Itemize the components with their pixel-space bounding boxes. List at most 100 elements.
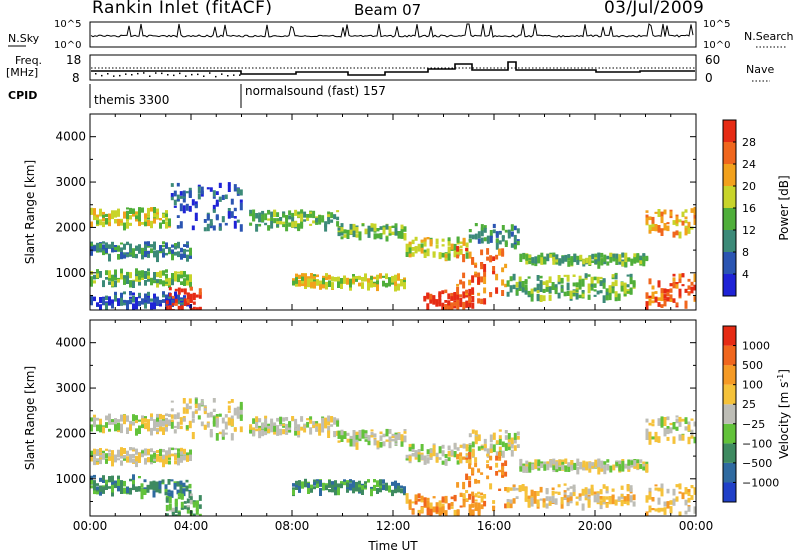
velocity-echo-cell (453, 495, 457, 502)
velocity-echo-cell (504, 471, 508, 477)
power-echo-cell (327, 211, 331, 215)
power-echo-cell (282, 224, 286, 228)
velocity-echo-cell (358, 484, 361, 488)
power-echo-cell (453, 252, 457, 258)
velocity-echo-cell (140, 488, 144, 495)
power-echo-cell (297, 214, 301, 218)
velocity-echo-cell (179, 417, 183, 425)
velocity-echo-cell (648, 437, 652, 445)
power-echo-cell (539, 284, 543, 292)
power-echo-cell (513, 234, 517, 243)
velocity-echo-cell (591, 462, 595, 470)
power-echo-cell (177, 251, 180, 258)
nsky-tick-low-right: 10^0 (703, 40, 730, 51)
velocity-echo-cell (264, 415, 268, 419)
velocity-echo-cell (111, 481, 114, 488)
power-echo-cell (180, 281, 183, 285)
power-echo-cell (132, 303, 135, 310)
velocity-echo-cell (294, 428, 298, 431)
power-echo-cell (400, 279, 403, 285)
velocity-echo-cell (648, 505, 652, 513)
power-echo-cell (495, 273, 499, 281)
velocity-echo-cell (215, 433, 219, 441)
velocity-echo-cell (489, 446, 493, 454)
velocity-echo-cell (129, 424, 132, 431)
velocity-echo-cell (527, 495, 531, 499)
power-echo-cell (657, 280, 661, 288)
velocity-echo-cell (663, 420, 667, 426)
velocity-echo-cell (693, 506, 696, 514)
velocity-echo-cell (675, 415, 679, 418)
power-echo-cell (474, 271, 478, 276)
velocity-echo-cell (264, 431, 268, 436)
power-echo-cell (438, 295, 442, 301)
power-echo-cell (330, 212, 334, 219)
velocity-echo-cell (312, 421, 316, 426)
velocity-echo-cell (672, 422, 676, 430)
power-echo-cell (651, 291, 655, 300)
power-echo-cell (471, 275, 475, 283)
power-echo-cell (660, 304, 664, 308)
velocity-echo-cell (355, 442, 359, 450)
power-echo-cell (397, 283, 400, 291)
velocity-echo-cell (385, 484, 388, 491)
power-echo-cell (141, 222, 144, 225)
velocity-echo-cell (171, 507, 175, 512)
power-echo-cell (147, 241, 150, 246)
velocity-echo-cell (165, 427, 168, 432)
velocity-echo-cell (468, 452, 472, 460)
velocity-colorbar-tick-label: 1000 (742, 340, 770, 353)
velocity-echo-cell (132, 484, 135, 491)
power-echo-cell (660, 293, 664, 302)
velocity-echo-cell (180, 447, 183, 452)
power-echo-cell (239, 189, 243, 196)
power-echo-cell (558, 259, 562, 262)
velocity-echo-cell (170, 400, 174, 403)
power-echo-cell (171, 254, 174, 261)
velocity-echo-cell (147, 419, 150, 426)
velocity-echo-cell (90, 417, 93, 422)
power-echo-cell (117, 303, 120, 306)
velocity-echo-cell (612, 466, 616, 471)
velocity-echo-cell (621, 460, 625, 469)
power-echo-cell (102, 281, 105, 286)
power-echo-cell (531, 257, 535, 264)
velocity-echo-cell (337, 487, 340, 495)
power-echo-cell (294, 220, 298, 228)
velocity-echo-cell (645, 430, 649, 437)
velocity-echo-cell (197, 405, 201, 411)
power-echo-cell (102, 297, 105, 306)
power-echo-cell (504, 283, 508, 288)
velocity-echo-cell (279, 416, 283, 425)
velocity-echo-cell (180, 456, 183, 463)
power-echo-cell (513, 244, 517, 250)
velocity-echo-cell (367, 435, 371, 441)
velocity-echo-cell (288, 430, 292, 433)
power-echo-cell (557, 280, 561, 285)
power-echo-cell (584, 273, 588, 279)
velocity-echo-cell (230, 433, 234, 441)
velocity-colorbar-segment (723, 482, 736, 502)
power-echo-cell (536, 275, 540, 281)
velocity-echo-cell (174, 506, 178, 513)
power-echo-cell (105, 252, 108, 255)
power-echo-cell (270, 220, 274, 229)
velocity-echo-cell (438, 507, 442, 512)
power-echo-cell (456, 245, 460, 252)
freq-dot (143, 72, 145, 74)
velocity-echo-cell (102, 486, 105, 494)
velocity-echo-cell (501, 472, 505, 476)
velocity-echo-cell (564, 458, 568, 464)
power-echo-cell (343, 229, 347, 234)
velocity-echo-cell (156, 456, 159, 462)
power-echo-band (519, 252, 649, 269)
velocity-echo-cell (684, 510, 688, 515)
velocity-echo-cell (227, 405, 231, 411)
velocity-echo-cell (183, 457, 186, 461)
velocity-echo-cell (346, 482, 349, 488)
power-echo-band (337, 223, 407, 242)
velocity-echo-cell (639, 463, 643, 469)
power-echo-cell (304, 274, 307, 281)
velocity-echo-cell (285, 429, 289, 435)
velocity-echo-cell (480, 472, 484, 475)
